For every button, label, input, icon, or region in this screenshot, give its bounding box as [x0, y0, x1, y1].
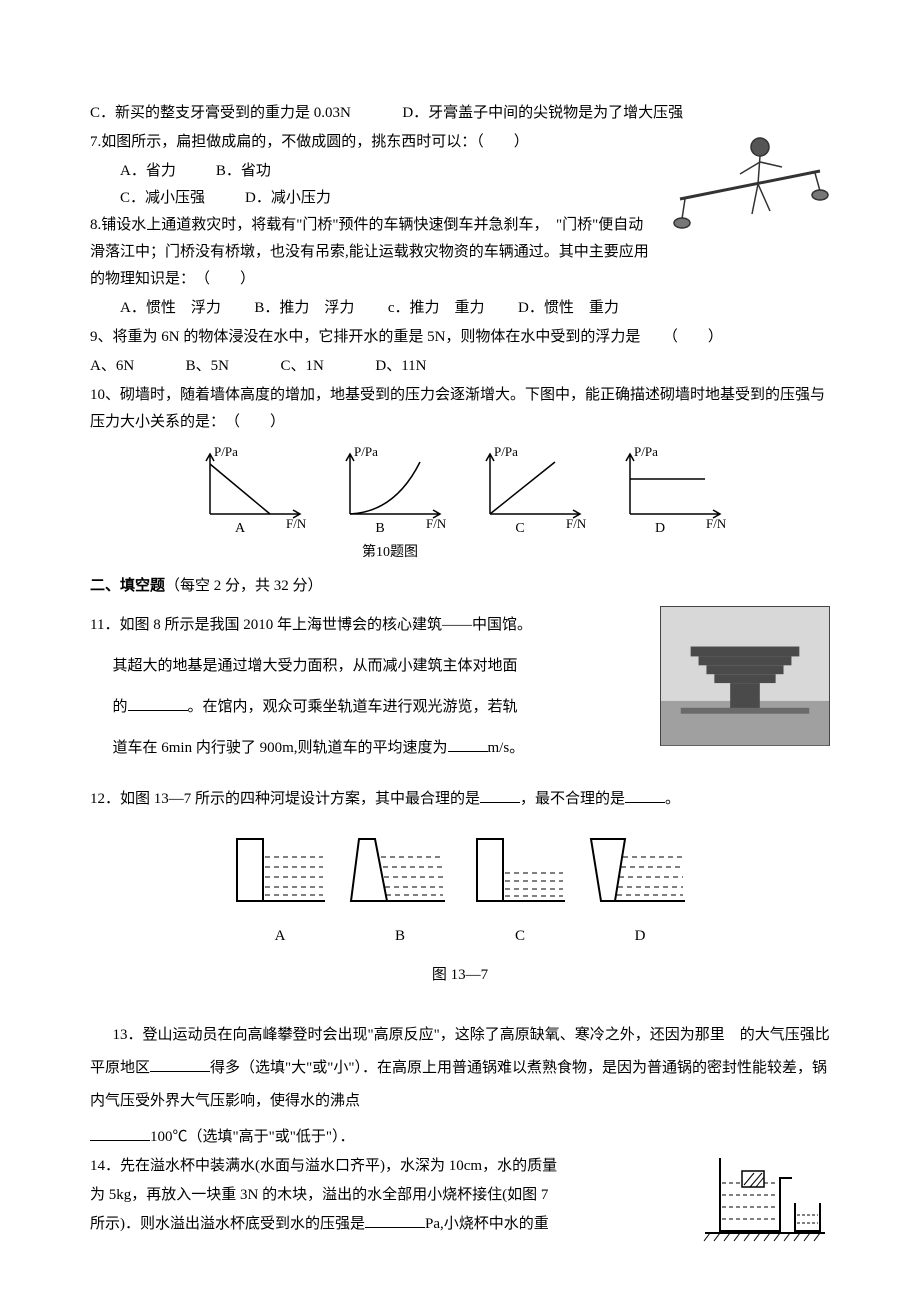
- q9-opt-c: C、1N: [281, 358, 324, 374]
- q9-options: A、6N B、5N C、1N D、11N: [90, 353, 830, 380]
- q13-block: 13．登山运动员在向高峰攀登时会出现"高原反应"，这除了高原缺氧、寒冷之外，还因…: [90, 1019, 830, 1118]
- q11-line3a: 的: [113, 699, 128, 715]
- q12-stem-b: ，最不合理的是: [520, 791, 625, 807]
- q7-opt-b: B．省功: [216, 158, 271, 185]
- q7-stem: 7.如图所示，扁担做成扁的，不做成圆的，挑东西时可以：（ ）: [90, 129, 650, 156]
- q8-stem: 8.铺设水上通道救灾时，将载有"门桥"预件的车辆快速倒车并急刹车， "门桥"便自…: [90, 212, 650, 293]
- q7-block: 7.如图所示，扁担做成扁的，不做成圆的，挑东西时可以：（ ） A．省力 B．省功…: [90, 129, 830, 295]
- q12-stem-a: 12．如图 13—7 所示的四种河堤设计方案，其中最合理的是: [90, 791, 480, 807]
- q10-xlabel-a: F/N: [286, 516, 307, 531]
- blank-2: [448, 737, 488, 752]
- q11-line3b: 。在馆内，观众可乘坐轨道车进行观光游览，若轨: [188, 699, 518, 715]
- q10-ylabel-a: P/Pa: [214, 444, 238, 459]
- q12-figures-row: A B C: [90, 829, 830, 950]
- q11-line4a: 道车在 6min 内行驶了 900m,则轨道车的平均速度为: [113, 740, 448, 756]
- q7-opt-d: D．减小压力: [245, 185, 331, 212]
- q10-ylabel-c: P/Pa: [494, 444, 518, 459]
- q10-label-d: D: [655, 521, 665, 534]
- q8-opt-d: D．惯性 重力: [518, 300, 619, 316]
- q11-line4b: m/s。: [488, 740, 525, 756]
- q12-label-a: A: [225, 923, 335, 950]
- q13-tail: 100℃（选填"高于"或"低于"）．: [90, 1124, 830, 1151]
- q9-opt-d: D、11N: [375, 358, 426, 374]
- blank-7: [365, 1213, 425, 1228]
- q12-fig-c: C: [465, 829, 575, 950]
- section2-header: 二、填空题（每空 2 分，共 32 分）: [90, 573, 830, 600]
- q10-charts-row: P/Pa F/N A P/Pa F/N B 第10题图 P/Pa F/N: [90, 444, 830, 565]
- q10-caption: 第10题图: [330, 540, 450, 565]
- q14-figure: [700, 1153, 830, 1243]
- q13-part3: 100℃（选填"高于"或"低于"）．: [150, 1129, 355, 1145]
- q6-opt-c: C．新买的整支牙膏受到的重力是 0.03N: [90, 105, 351, 121]
- q8-opt-c: c．推力 重力: [388, 300, 485, 316]
- blank-4: [625, 788, 665, 803]
- q14-line3: 所示)．则水溢出溢水杯底受到水的压强是 Pa,小烧杯中水的重: [90, 1211, 690, 1238]
- q11-line2: 其超大的地基是通过增大受力面积，从而减小建筑主体对地面: [90, 647, 650, 686]
- q10-label-c: C: [515, 521, 524, 534]
- overflow-cup-icon: [700, 1153, 830, 1243]
- q12-fig-b: B: [345, 829, 455, 950]
- blank-1: [128, 696, 188, 711]
- q7-options-row2: C．减小压强 D．减小压力: [90, 185, 650, 212]
- q12-label-c: C: [465, 923, 575, 950]
- q12-caption: 图 13—7: [90, 962, 830, 989]
- q10-xlabel-b: F/N: [426, 516, 447, 531]
- q10-ylabel-d: P/Pa: [634, 444, 658, 459]
- q12-fig-d: D: [585, 829, 695, 950]
- q7-options-row1: A．省力 B．省功: [90, 158, 650, 185]
- q10-chart-d: P/Pa F/N D: [610, 444, 730, 565]
- q10-chart-b: P/Pa F/N B 第10题图: [330, 444, 450, 565]
- q14-block: 14．先在溢水杯中装满水(水面与溢水口齐平)，水深为 10cm，水的质量 为 5…: [90, 1153, 830, 1243]
- q14-line3b: Pa,小烧杯中水的重: [425, 1216, 549, 1232]
- q14-line1: 14．先在溢水杯中装满水(水面与溢水口齐平)，水深为 10cm，水的质量: [90, 1153, 690, 1180]
- q9-stem: 9、将重为 6N 的物体浸没在水中，它排开水的重是 5N，则物体在水中受到的浮力…: [90, 324, 830, 351]
- q6-opt-d: D．牙膏盖子中间的尖锐物是为了增大压强: [402, 105, 683, 121]
- q12-label-d: D: [585, 923, 695, 950]
- q12-stem-c: 。: [665, 791, 680, 807]
- q10-chart-c: P/Pa F/N C: [470, 444, 590, 565]
- q14-line3a: 所示)．则水溢出溢水杯底受到水的压强是: [90, 1216, 365, 1232]
- q11-line1: 11．如图 8 所示是我国 2010 年上海世博会的核心建筑——中国馆。: [90, 606, 650, 645]
- q11-figure: [660, 606, 830, 746]
- q10-xlabel-c: F/N: [566, 516, 587, 531]
- q7-opt-a: A．省力: [120, 158, 176, 185]
- q9-opt-b: B、5N: [186, 358, 229, 374]
- q8-opt-b: B．推力 浮力: [254, 300, 354, 316]
- blank-6: [90, 1126, 150, 1141]
- q9-opt-a: A、6N: [90, 358, 134, 374]
- blank-5: [150, 1057, 210, 1072]
- q11-block: 11．如图 8 所示是我国 2010 年上海世博会的核心建筑——中国馆。 其超大…: [90, 606, 830, 770]
- q11-line3: 的 。在馆内，观众可乘坐轨道车进行观光游览，若轨: [90, 688, 650, 727]
- q10-chart-a: P/Pa F/N A: [190, 444, 310, 565]
- q12-fig-a: A: [225, 829, 335, 950]
- q7-figure: [660, 129, 830, 249]
- carrier-pole-illustration: [660, 129, 830, 249]
- q7-opt-c: C．减小压强: [120, 185, 205, 212]
- q10-label-b: B: [375, 521, 384, 534]
- q10-label-a: A: [235, 521, 246, 534]
- q10-stem: 10、砌墙时，随着墙体高度的增加，地基受到的压力会逐渐增大。下图中，能正确描述砌…: [90, 382, 830, 436]
- china-pavilion-icon: [661, 607, 829, 745]
- q12-label-b: B: [345, 923, 455, 950]
- q10-ylabel-b: P/Pa: [354, 444, 378, 459]
- q8-options: A．惯性 浮力 B．推力 浮力 c．推力 重力 D．惯性 重力: [90, 295, 830, 322]
- q8-opt-a: A．惯性 浮力: [120, 300, 221, 316]
- q10-xlabel-d: F/N: [706, 516, 727, 531]
- q6-options: C．新买的整支牙膏受到的重力是 0.03N D．牙膏盖子中间的尖锐物是为了增大压…: [90, 100, 830, 127]
- blank-3: [480, 788, 520, 803]
- q14-line2: 为 5kg，再放入一块重 3N 的木块，溢出的水全部用小烧杯接住(如图 7: [90, 1182, 690, 1209]
- q12-stem: 12．如图 13—7 所示的四种河堤设计方案，其中最合理的是 ，最不合理的是 。: [90, 786, 830, 813]
- q11-line4: 道车在 6min 内行驶了 900m,则轨道车的平均速度为 m/s。: [90, 729, 650, 768]
